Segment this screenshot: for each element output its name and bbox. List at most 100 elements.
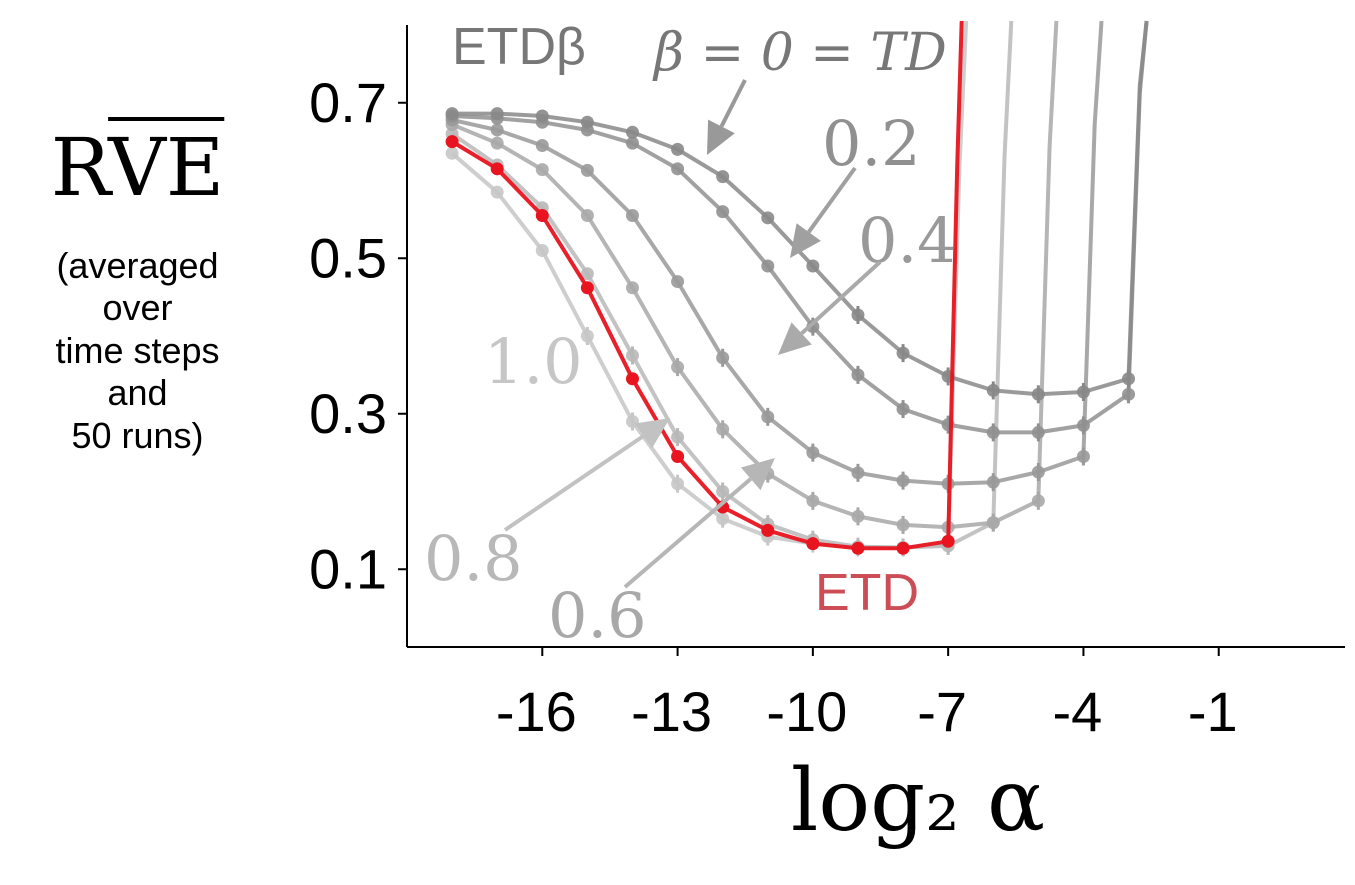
series-line-beta02: [451, 20, 1149, 435]
data-point-beta10: [580, 329, 594, 343]
data-point-beta04: [761, 410, 775, 424]
data-point-beta02: [896, 402, 910, 416]
annotation-arrow: [800, 260, 882, 335]
data-point-beta0: [806, 259, 820, 273]
data-point-beta02: [806, 320, 820, 334]
series-beta0: [445, 20, 1149, 404]
data-point-beta04: [1031, 465, 1045, 479]
series-line-beta10: [450, 20, 969, 550]
y-tick-label: 0.7: [309, 71, 387, 134]
data-point-beta0: [490, 107, 504, 121]
data-point-beta0: [716, 170, 730, 184]
data-point-beta06: [806, 494, 820, 508]
data-point-beta10: [625, 415, 639, 429]
annotation-arrowhead: [635, 418, 670, 449]
data-point-beta02: [851, 368, 865, 382]
data-point-beta10: [490, 185, 504, 199]
y-axis-label-r: R: [50, 121, 109, 214]
y-axis-sublabel: (averaged over time steps and 50 runs): [10, 245, 265, 457]
series-line-beta08: [450, 20, 1014, 550]
data-point-beta0: [580, 115, 594, 129]
data-point-etd: [851, 541, 865, 555]
x-tick-label: -7: [917, 680, 967, 743]
data-point-etd: [535, 208, 549, 222]
annotation-arrow: [807, 166, 857, 234]
data-point-beta02: [1031, 425, 1045, 439]
y-axis-sublabel-line: over: [102, 287, 173, 329]
data-point-etd: [761, 523, 775, 537]
data-point-beta04: [625, 208, 639, 222]
annotation-arrow: [503, 434, 645, 532]
series-layer: [445, 20, 1149, 557]
y-axis-label-ve: VE: [108, 121, 225, 214]
data-point-beta0: [896, 346, 910, 360]
annotation-arrowhead: [790, 223, 821, 258]
y-axis-sublabel-line: 50 runs): [71, 414, 204, 456]
data-point-beta0: [671, 142, 685, 156]
data-point-beta06: [986, 516, 1000, 530]
annotation-beta-10: 1.0: [484, 325, 583, 398]
data-point-beta0: [445, 107, 459, 121]
series-line-beta0: [452, 20, 1149, 397]
series-line-beta04: [451, 20, 1104, 486]
series-beta08: [445, 20, 1014, 557]
data-point-etd: [625, 372, 639, 386]
data-point-beta04: [806, 446, 820, 460]
annotation-etd-beta: ETDβ: [452, 18, 586, 76]
x-tick-label: -1: [1188, 680, 1238, 743]
x-tick-label: -4: [1053, 680, 1103, 743]
data-point-beta0: [761, 211, 775, 225]
data-point-beta10: [535, 243, 549, 257]
data-point-beta08: [671, 430, 685, 444]
data-point-beta02: [761, 259, 775, 273]
data-point-etd: [445, 135, 459, 149]
data-point-beta04: [716, 351, 730, 365]
y-tick-label: 0.3: [309, 382, 387, 445]
series-line-etd: [451, 20, 964, 551]
data-point-beta06: [625, 281, 639, 295]
data-point-beta06: [716, 422, 730, 436]
data-point-beta04: [490, 123, 504, 137]
y-tick-label: 0.5: [309, 226, 387, 289]
data-point-beta04: [986, 475, 1000, 489]
annotation-arrowhead: [740, 458, 775, 491]
series-line-beta06: [451, 20, 1059, 530]
x-tick-label: -13: [631, 680, 712, 743]
data-point-beta0: [625, 125, 639, 139]
y-axis-sublabel-line: time steps: [55, 329, 220, 371]
series-etd: [445, 20, 964, 555]
annotation-arrowhead: [707, 119, 735, 155]
y-axis-label: RVE: [20, 128, 255, 208]
data-point-beta04: [896, 474, 910, 488]
annotation-beta-zero: β = 0 = TD: [652, 23, 947, 83]
data-point-beta06: [490, 136, 504, 150]
data-point-beta04: [851, 466, 865, 480]
data-point-beta02: [986, 425, 1000, 439]
annotation-beta-02: 0.2: [822, 107, 921, 180]
data-point-beta04: [535, 139, 549, 153]
annotation-arrowhead: [778, 322, 812, 355]
data-point-beta0: [851, 308, 865, 322]
data-point-beta08: [580, 267, 594, 281]
data-point-etd: [671, 450, 685, 464]
data-point-beta0: [535, 109, 549, 123]
data-point-beta02: [671, 162, 685, 176]
data-point-etd: [490, 162, 504, 176]
data-point-beta06: [851, 509, 865, 523]
data-point-beta02: [716, 205, 730, 219]
data-point-beta06: [535, 163, 549, 177]
data-point-beta04: [1076, 450, 1090, 464]
annotation-beta-06: 0.6: [548, 579, 647, 652]
data-point-beta02: [1076, 418, 1090, 432]
annotation-etd: ETD: [815, 564, 919, 622]
x-tick-label: -16: [496, 680, 577, 743]
data-point-etd: [806, 537, 820, 551]
data-point-beta06: [896, 518, 910, 532]
data-point-beta0: [1122, 372, 1136, 386]
annotation-arrow: [719, 79, 747, 128]
data-point-beta06: [671, 360, 685, 374]
data-point-beta02: [625, 136, 639, 150]
data-point-beta04: [671, 275, 685, 289]
data-point-etd: [896, 541, 910, 555]
